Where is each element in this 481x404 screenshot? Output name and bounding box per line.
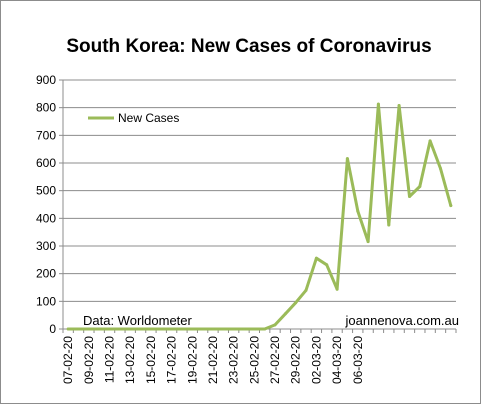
data-point-12-02-20	[118, 327, 122, 331]
x-tick-label-07-02-20: 07-02-20	[61, 336, 75, 384]
x-tick-label-06-03-20: 06-03-20	[351, 336, 365, 384]
data-point-15-03-20	[449, 204, 453, 208]
x-tick-label-13-02-20: 13-02-20	[123, 336, 137, 384]
data-point-04-03-20	[335, 287, 339, 291]
data-point-16-02-20	[159, 327, 163, 331]
y-tick-label-0: 0	[49, 322, 56, 336]
credit-annotation: joannenova.com.au	[345, 313, 459, 328]
data-point-01-03-20	[304, 288, 308, 292]
data-point-13-03-20	[428, 139, 432, 143]
data-point-18-02-20	[180, 327, 184, 331]
data-point-11-02-20	[108, 327, 111, 331]
grid-layer	[63, 79, 456, 302]
data-point-25-02-20	[252, 327, 256, 331]
data-point-07-02-20	[66, 327, 70, 331]
y-tick-label-200: 200	[36, 267, 56, 281]
legend-label: New Cases	[118, 111, 179, 125]
data-point-07-03-20	[366, 240, 370, 244]
y-tick-label-900: 900	[36, 73, 56, 87]
y-tick-label-100: 100	[36, 294, 56, 308]
data-point-12-03-20	[418, 185, 422, 188]
data-point-24-02-20	[242, 327, 246, 331]
data-point-28-02-20	[283, 312, 287, 316]
data-point-13-02-20	[128, 327, 132, 331]
x-tick-label-23-02-20: 23-02-20	[227, 336, 241, 384]
y-tick-label-700: 700	[36, 128, 56, 142]
data-point-10-02-20	[97, 327, 101, 331]
data-point-14-03-20	[439, 167, 442, 170]
y-tick-label-400: 400	[36, 211, 56, 225]
data-point-08-02-20	[77, 327, 80, 331]
data-point-21-02-20	[211, 327, 215, 331]
x-tick-label-15-02-20: 15-02-20	[144, 336, 158, 384]
data-point-08-03-20	[376, 102, 380, 106]
x-tick-label-21-02-20: 21-02-20	[206, 336, 220, 384]
x-tick-label-27-02-20: 27-02-20	[268, 336, 282, 384]
data-point-29-02-20	[294, 301, 298, 305]
data-point-15-02-20	[149, 327, 153, 331]
data-point-09-03-20	[387, 223, 391, 227]
data-point-23-02-20	[232, 327, 236, 331]
data-point-19-02-20	[190, 327, 194, 331]
data-point-10-03-20	[397, 104, 401, 107]
x-tick-label-25-02-20: 25-02-20	[247, 336, 261, 384]
x-tick-label-17-02-20: 17-02-20	[165, 336, 179, 384]
data-point-05-03-20	[345, 157, 349, 161]
data-point-17-02-20	[170, 327, 174, 331]
series-line-0	[66, 102, 453, 331]
y-tick-label-500: 500	[36, 184, 56, 198]
data-point-26-02-20	[263, 327, 267, 331]
x-tick-label-19-02-20: 19-02-20	[185, 336, 199, 384]
x-tick-label-02-03-20: 02-03-20	[309, 336, 323, 384]
data-point-22-02-20	[221, 327, 225, 331]
data-point-03-03-20	[325, 263, 329, 267]
legend: New Cases	[88, 111, 179, 125]
data-point-11-03-20	[408, 195, 411, 198]
data-point-14-02-20	[139, 327, 143, 331]
y-tick-label-800: 800	[36, 101, 56, 115]
x-tick-label-04-03-20: 04-03-20	[330, 336, 344, 384]
series-layer	[66, 102, 453, 331]
data-point-20-02-20	[201, 327, 205, 331]
x-tick-label-11-02-20: 11-02-20	[103, 336, 117, 383]
data-point-09-02-20	[87, 327, 91, 331]
data-point-27-02-20	[273, 323, 277, 327]
source-annotation: Data: Worldometer	[83, 313, 193, 328]
x-tick-label-09-02-20: 09-02-20	[82, 336, 96, 384]
data-point-02-03-20	[314, 256, 318, 260]
data-point-06-03-20	[356, 209, 360, 213]
chart-title: South Korea: New Cases of Coronavirus	[66, 36, 431, 57]
y-tick-label-600: 600	[36, 156, 56, 170]
axis-layer: 0 100 200 300 400 500 600 700 800 900 07-02-20 09-0…	[36, 73, 457, 384]
x-tick-label-29-02-20: 29-02-20	[289, 336, 303, 384]
y-tick-label-300: 300	[36, 239, 56, 253]
